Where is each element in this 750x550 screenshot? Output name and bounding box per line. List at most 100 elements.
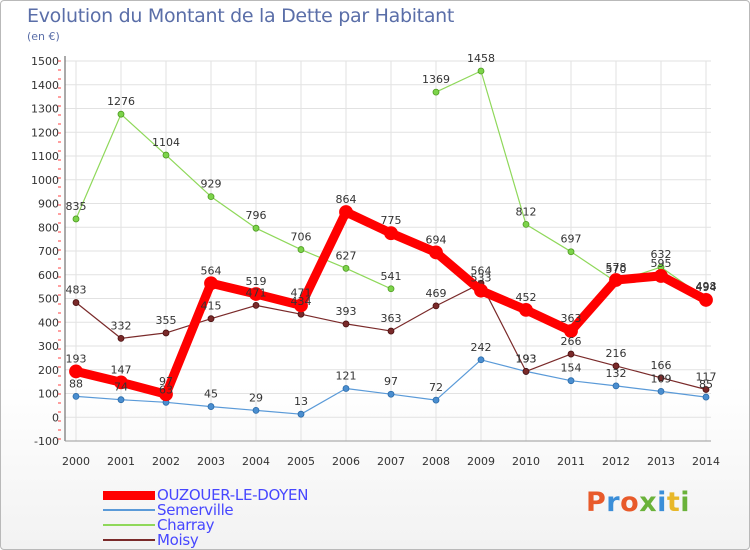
x-tick-label: 2005 — [287, 455, 315, 468]
data-label-moisy: 415 — [201, 300, 222, 313]
y-tick-label: 1500 — [31, 55, 59, 68]
data-label-moisy: 216 — [606, 347, 627, 360]
data-point-ouzouer-le-doyen — [474, 283, 488, 298]
y-tick-label: 200 — [38, 364, 59, 377]
data-point-ouzouer-le-doyen — [159, 387, 173, 402]
logo-letter: r — [606, 487, 621, 518]
data-point-ouzouer-le-doyen — [69, 364, 83, 379]
data-label-ouzouer-le-doyen: 694 — [426, 233, 447, 246]
y-tick-label: 700 — [38, 245, 59, 258]
data-label-moisy: 483 — [66, 284, 87, 297]
y-tick-label: 500 — [38, 293, 59, 306]
data-label-moisy: 469 — [426, 287, 447, 300]
x-tick-label: 2010 — [512, 455, 540, 468]
data-label-moisy: 363 — [381, 312, 402, 325]
data-label-ouzouer-le-doyen: 519 — [246, 275, 267, 288]
data-point-moisy — [702, 386, 710, 393]
data-label-charray: 929 — [201, 178, 222, 191]
data-label-semerville: 13 — [294, 395, 308, 408]
y-axis-unit-label: (en €) — [27, 30, 60, 43]
data-label-moisy: 166 — [651, 359, 672, 372]
data-point-charray — [342, 264, 350, 272]
data-point-semerville — [252, 406, 260, 414]
proxiti-logo: Proxiti — [586, 487, 690, 518]
data-label-charray: 697 — [561, 233, 582, 246]
data-point-semerville — [387, 390, 395, 398]
y-tick-label: -100 — [34, 435, 59, 448]
data-point-charray — [432, 88, 440, 96]
data-point-ouzouer-le-doyen — [249, 287, 263, 301]
data-label-moisy: 393 — [336, 305, 357, 318]
logo-letter: i — [657, 487, 667, 518]
y-tick-label: 800 — [38, 221, 59, 234]
data-label-semerville: 193 — [516, 352, 537, 365]
y-tick-label: 1300 — [31, 103, 59, 116]
y-tick-label: 900 — [38, 198, 59, 211]
data-point-charray — [162, 151, 170, 159]
data-point-semerville — [702, 393, 710, 401]
x-tick-label: 2004 — [242, 455, 270, 468]
legend-swatch — [103, 490, 155, 500]
data-label-semerville: 63 — [159, 383, 173, 396]
data-point-ouzouer-le-doyen — [339, 205, 353, 219]
data-label-semerville: 85 — [699, 378, 713, 391]
chart-title: Evolution du Montant de la Dette par Hab… — [27, 5, 455, 27]
data-point-moisy — [657, 374, 665, 382]
data-point-charray — [207, 193, 215, 201]
logo-letter: o — [620, 487, 640, 518]
x-tick-label: 2013 — [647, 455, 675, 468]
logo-letter: t — [666, 487, 681, 518]
data-label-moisy: 193 — [516, 352, 537, 365]
y-tick-label: 0 — [52, 411, 59, 424]
data-point-ouzouer-le-doyen — [654, 269, 668, 283]
y-tick-label: 1200 — [31, 126, 59, 139]
data-point-ouzouer-le-doyen — [429, 245, 443, 260]
data-label-semerville: 72 — [429, 381, 443, 394]
data-point-moisy — [72, 299, 80, 306]
data-point-charray — [567, 248, 575, 256]
data-label-charray: 541 — [381, 270, 402, 283]
logo-letter: x — [639, 487, 658, 518]
data-label-ouzouer-le-doyen: 578 — [606, 261, 627, 274]
x-tick-label: 2003 — [197, 455, 225, 468]
data-point-ouzouer-le-doyen — [114, 375, 128, 390]
data-label-charray: 1458 — [467, 52, 495, 65]
legend-swatch — [103, 509, 155, 511]
data-point-moisy — [432, 302, 440, 310]
y-tick-label: 1100 — [31, 150, 59, 163]
data-point-semerville — [117, 396, 125, 404]
legend-label: OUZOUER-LE-DOYEN — [157, 486, 309, 504]
x-tick-label: 2012 — [602, 455, 630, 468]
legend-swatch — [103, 539, 155, 541]
data-label-semerville: 132 — [606, 367, 627, 380]
y-tick-label: 400 — [38, 316, 59, 329]
data-label-charray: 1104 — [152, 136, 180, 149]
data-point-moisy — [342, 320, 350, 328]
data-point-moisy — [207, 315, 215, 323]
data-point-semerville — [342, 385, 350, 392]
data-label-semerville: 97 — [384, 375, 398, 388]
data-point-charray — [477, 67, 485, 75]
data-point-moisy — [117, 334, 125, 342]
x-tick-label: 2009 — [467, 455, 495, 468]
data-point-moisy — [522, 368, 530, 375]
data-point-semerville — [567, 377, 575, 385]
data-label-moisy: 471 — [246, 286, 267, 299]
data-point-moisy — [252, 301, 260, 309]
data-label-charray: 835 — [66, 200, 87, 213]
data-label-charray: 498 — [696, 280, 717, 293]
x-tick-label: 2006 — [332, 455, 360, 468]
data-label-charray: 632 — [651, 248, 672, 261]
data-point-semerville — [657, 387, 665, 395]
logo-letter: P — [586, 487, 607, 518]
data-label-moisy: 434 — [291, 295, 312, 308]
legend-label: Moisy — [157, 531, 199, 549]
data-label-moisy: 266 — [561, 335, 582, 348]
data-label-charray: 570 — [606, 263, 627, 276]
data-point-ouzouer-le-doyen — [609, 273, 623, 287]
data-point-charray — [387, 285, 395, 293]
x-tick-label: 2002 — [152, 455, 180, 468]
data-point-ouzouer-le-doyen — [294, 298, 308, 313]
